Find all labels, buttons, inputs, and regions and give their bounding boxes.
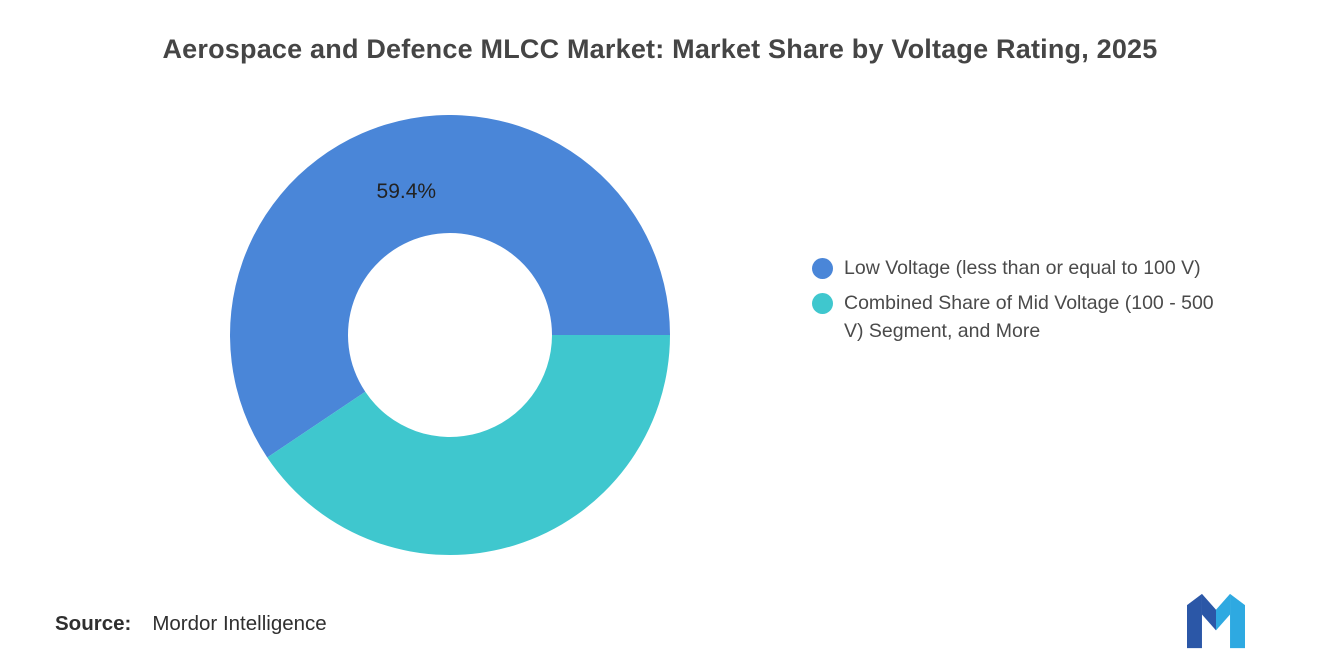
source-text: Mordor Intelligence — [152, 612, 327, 635]
source-prefix: Source: — [55, 612, 132, 635]
legend-swatch-icon — [812, 258, 833, 279]
legend-item-mid-voltage-and-more: Combined Share of Mid Voltage (100 - 500… — [812, 289, 1224, 345]
legend-item-low-voltage: Low Voltage (less than or equal to 100 V… — [812, 254, 1224, 282]
donut-chart-container: 59.4% — [229, 114, 670, 555]
legend-swatch-icon — [812, 293, 833, 314]
chart-title: Aerospace and Defence MLCC Market: Marke… — [162, 34, 1158, 64]
legend-label: Combined Share of Mid Voltage (100 - 500… — [844, 292, 1214, 342]
legend: Low Voltage (less than or equal to 100 V… — [812, 254, 1224, 345]
legend-label: Low Voltage (less than or equal to 100 V… — [844, 257, 1201, 279]
slice-data-label: 59.4% — [377, 180, 437, 203]
donut-slice-mid-voltage-and-more — [267, 335, 670, 555]
source-line: Source: Mordor Intelligence — [55, 612, 327, 636]
logo-right-bar — [1230, 593, 1245, 649]
mordor-intelligence-logo — [1187, 593, 1245, 649]
logo-left-diagonal — [1201, 593, 1216, 631]
donut-slice-low-voltage — [229, 114, 670, 458]
logo-right-diagonal — [1216, 593, 1231, 631]
logo-left-bar — [1187, 593, 1202, 649]
donut-chart: 59.4% — [229, 114, 670, 555]
